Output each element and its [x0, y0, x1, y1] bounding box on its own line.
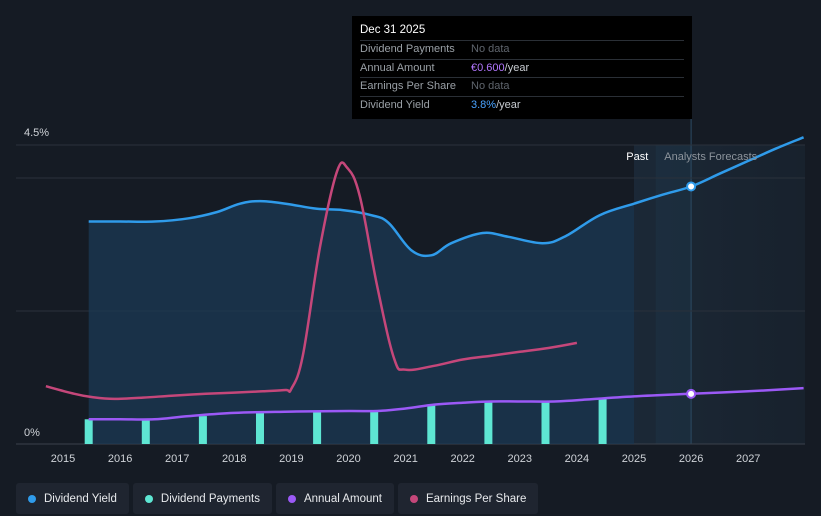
past-label: Past [626, 151, 648, 163]
legend-item-earnings-per-share[interactable]: Earnings Per Share [397, 483, 539, 514]
tooltip: Dec 31 2025 Dividend Payments No data An… [352, 16, 692, 119]
legend-dot-icon [409, 494, 418, 503]
tooltip-label: Annual Amount [360, 61, 435, 74]
dividend-payment-bar [484, 401, 493, 444]
forecast-label: Analysts Forecasts [664, 151, 757, 163]
x-tick-label: 2024 [565, 453, 589, 465]
tooltip-unit: /year [496, 98, 521, 111]
tooltip-date: Dec 31 2025 [360, 24, 426, 36]
dividend-payment-bar [255, 412, 264, 444]
legend-item-annual-amount[interactable]: Annual Amount [275, 483, 394, 514]
dividend-payment-bar [427, 404, 436, 444]
tooltip-unit: /year [504, 61, 530, 74]
dividend-payment-bar [84, 419, 93, 444]
tooltip-value: No data [471, 43, 510, 55]
legend-label: Dividend Payments [160, 492, 260, 505]
dividend-payment-bar [370, 411, 379, 444]
x-tick-label: 2018 [222, 453, 246, 465]
x-tick-label: 2026 [679, 453, 703, 465]
tooltip-row-dividend-yield: Dividend Yield 3.8%/year [360, 95, 684, 115]
dividend-yield-area [88, 201, 634, 444]
y-axis-max-label: 4.5% [24, 127, 49, 139]
dividend-payment-bar [313, 411, 322, 444]
annual-amount-line [88, 386, 804, 421]
dividend-payment-bar [541, 401, 550, 444]
tooltip-row-annual-amount: Annual Amount €0.600/year [360, 58, 684, 78]
x-tick-label: 2020 [336, 453, 360, 465]
tooltip-value: 3.8% [471, 98, 497, 111]
x-tick-label: 2017 [165, 453, 189, 465]
tooltip-row-dividend-payments: Dividend Payments No data [360, 40, 684, 59]
x-tick-label: 2025 [622, 453, 646, 465]
x-tick-label: 2015 [51, 453, 75, 465]
legend-dot-icon [28, 494, 36, 503]
dividend-yield-line [88, 136, 805, 258]
legend-dot-icon [144, 494, 153, 503]
highlight-band [655, 145, 692, 444]
tooltip-label: Dividend Yield [360, 98, 430, 111]
x-tick-label: 2022 [450, 453, 474, 465]
legend-dot-icon [287, 494, 296, 503]
tooltip-label: Earnings Per Share [360, 80, 456, 92]
annual-amount-marker [686, 388, 697, 399]
y-axis-min-label: 0% [24, 427, 40, 439]
x-tick-label: 2021 [393, 453, 417, 465]
tooltip-label: Dividend Payments [360, 43, 455, 55]
legend-label: Earnings Per Share [425, 492, 527, 505]
tooltip-value: €0.600 [471, 61, 505, 74]
x-tick-label: 2016 [108, 453, 132, 465]
x-tick-label: 2027 [736, 453, 760, 465]
tooltip-row-earnings-per-share: Earnings Per Share No data [360, 77, 684, 96]
dividend-payment-bar [141, 419, 150, 444]
dividend-payment-bar [198, 416, 207, 444]
x-tick-label: 2019 [279, 453, 303, 465]
legend-label: Dividend Yield [44, 492, 117, 505]
x-tick-label: 2023 [508, 453, 532, 465]
earnings-per-share-line [45, 161, 578, 401]
tooltip-value: No data [471, 80, 510, 92]
dividend-payment-bar [598, 398, 607, 444]
legend-item-dividend-payments[interactable]: Dividend Payments [132, 483, 272, 514]
legend-item-dividend-yield[interactable]: Dividend Yield [16, 483, 129, 514]
legend: Dividend Yield Dividend Payments Annual … [16, 483, 539, 515]
dividend-yield-marker [686, 181, 697, 192]
legend-label: Annual Amount [303, 492, 382, 505]
